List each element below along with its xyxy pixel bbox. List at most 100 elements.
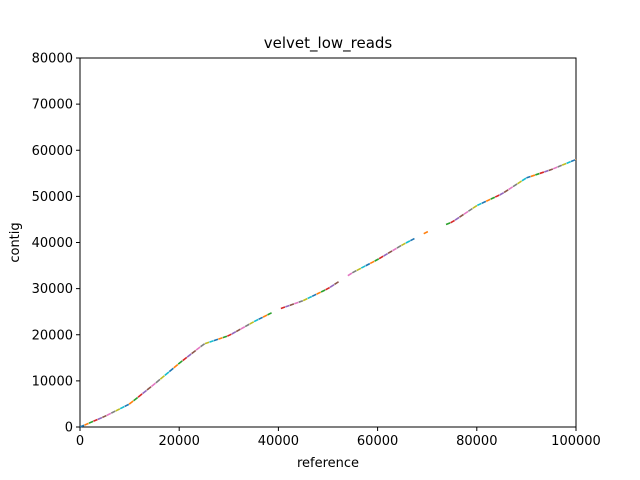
contig-segment — [521, 177, 527, 182]
y-tick-label: 60000 — [32, 144, 73, 159]
contig-segment — [195, 346, 201, 351]
contig-segment — [347, 272, 353, 277]
contig-segment — [360, 265, 366, 269]
contig-segment — [226, 333, 232, 337]
contig-segment — [186, 353, 192, 358]
contig-segment — [280, 306, 286, 310]
y-tick-label: 10000 — [32, 374, 73, 389]
contig-segment — [142, 389, 148, 395]
contig-segment — [84, 422, 89, 426]
contig-segment — [204, 341, 210, 345]
y-tick-label: 0 — [65, 421, 73, 436]
contig-segment — [450, 219, 456, 224]
contig-segment — [544, 169, 549, 173]
contig-segment — [369, 260, 375, 265]
contig-segment — [209, 340, 214, 343]
contig-segment — [298, 299, 304, 303]
contig-segment — [329, 283, 335, 289]
x-tick-label: 40000 — [258, 434, 299, 449]
contig-segment — [133, 396, 139, 402]
contig-segment — [409, 237, 415, 242]
contig-segment — [267, 312, 272, 316]
contig-segment — [454, 216, 460, 221]
contig-segment — [159, 375, 165, 380]
x-tick-label: 80000 — [456, 434, 497, 449]
contig-segment — [526, 175, 531, 179]
contig-segment — [476, 202, 482, 207]
contig-segment — [218, 337, 223, 340]
x-tick-label: 0 — [76, 434, 84, 449]
chart-title: velvet_low_reads — [264, 34, 393, 53]
contig-segment — [97, 416, 103, 421]
contig-segment — [285, 304, 290, 308]
contig-segment — [557, 164, 563, 168]
contig-segment — [119, 405, 125, 410]
contig-segment — [535, 172, 540, 176]
contig-segment — [262, 314, 268, 318]
contig-segment — [289, 303, 295, 307]
contig-segment — [213, 338, 219, 342]
contig-segment — [481, 200, 487, 205]
contig-segment — [392, 247, 397, 252]
y-axis: 0 10000 20000 30000 40000 50000 60000 70000 8000… — [32, 52, 80, 436]
contig-segment — [423, 230, 429, 235]
contig-segment — [177, 360, 183, 365]
contig-segment — [88, 420, 94, 424]
contig-segment — [124, 403, 130, 408]
contig-segment — [79, 424, 85, 428]
contig-segment — [155, 378, 161, 384]
contig-segment — [146, 386, 152, 391]
contig-segment — [244, 323, 250, 328]
contig-segment — [539, 171, 545, 175]
contig-segment — [182, 356, 188, 362]
y-tick-label: 80000 — [32, 52, 73, 67]
contig-segment — [356, 267, 362, 272]
contig-segment — [320, 289, 326, 293]
contig-segment — [365, 262, 371, 267]
contig-segment — [106, 412, 112, 417]
contig-segment — [552, 166, 558, 170]
contig-segment — [110, 410, 116, 414]
contig-segments — [79, 158, 577, 428]
contig-segment — [378, 255, 384, 260]
y-tick-label: 40000 — [32, 236, 73, 251]
y-axis-label: contig — [8, 222, 23, 262]
contig-segment — [258, 316, 264, 321]
contig-segment — [512, 183, 518, 188]
contig-segment — [316, 291, 322, 295]
contig-segment — [445, 222, 451, 226]
contig-segment — [405, 240, 411, 244]
contig-segment — [570, 159, 576, 163]
contig-segment — [467, 207, 473, 212]
contig-segment — [387, 250, 393, 255]
contig-segment — [374, 258, 380, 262]
contig-segment — [396, 244, 402, 249]
contig-segment — [191, 349, 197, 355]
contig-segment — [485, 198, 491, 202]
x-axis-label: reference — [297, 456, 359, 471]
contig-segment — [137, 393, 143, 398]
x-axis: 0 20000 40000 60000 80000 100000 — [76, 427, 601, 449]
contig-segment — [235, 328, 241, 333]
contig-segment — [566, 160, 571, 165]
contig-segment — [463, 210, 469, 215]
y-tick-label: 70000 — [32, 98, 73, 113]
x-tick-label: 20000 — [159, 434, 200, 449]
contig-segment — [128, 400, 134, 405]
contig-segment — [200, 343, 206, 348]
contig-segment — [253, 318, 259, 323]
contig-segment — [164, 371, 170, 377]
contig-segment — [231, 331, 237, 335]
contig-segment — [503, 189, 509, 194]
contig-segment — [517, 180, 523, 185]
contig-segment — [530, 174, 536, 178]
contig-segment — [150, 382, 157, 388]
x-tick-label: 100000 — [551, 434, 601, 449]
contig-segment — [499, 191, 505, 196]
contig-segment — [249, 321, 255, 325]
contig-segment — [93, 418, 98, 423]
contig-segment — [325, 286, 331, 291]
contig-segment — [101, 414, 107, 419]
contig-segment — [472, 204, 478, 209]
